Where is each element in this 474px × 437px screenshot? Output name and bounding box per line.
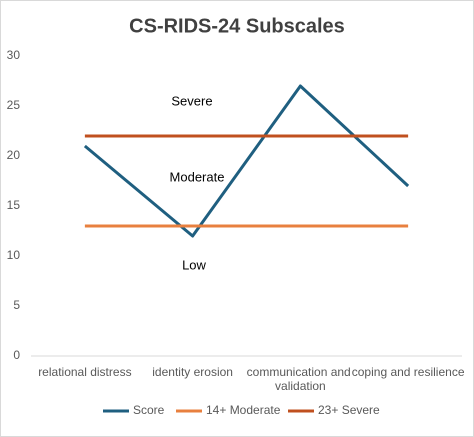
annotation: Severe — [171, 93, 212, 108]
legend-label: 23+ Severe — [318, 403, 380, 417]
y-tick-label: 10 — [7, 248, 21, 262]
y-tick-label: 30 — [7, 48, 21, 62]
x-tick-label: identity erosion — [152, 365, 233, 379]
y-tick-label: 15 — [7, 198, 21, 212]
y-tick-label: 5 — [13, 298, 20, 312]
x-tick-label: coping and resilience — [352, 365, 465, 379]
y-tick-label: 0 — [13, 348, 20, 362]
annotation: Moderate — [170, 169, 225, 184]
y-tick-label: 25 — [7, 98, 21, 112]
x-tick-label: relational distress — [38, 365, 131, 379]
chart-title: CS-RIDS-24 Subscales — [129, 15, 345, 37]
legend-label: 14+ Moderate — [206, 403, 281, 417]
y-tick-label: 20 — [7, 148, 21, 162]
legend-label: Score — [133, 403, 165, 417]
x-tick-label: communication and validation — [247, 365, 354, 393]
annotation: Low — [182, 257, 206, 272]
